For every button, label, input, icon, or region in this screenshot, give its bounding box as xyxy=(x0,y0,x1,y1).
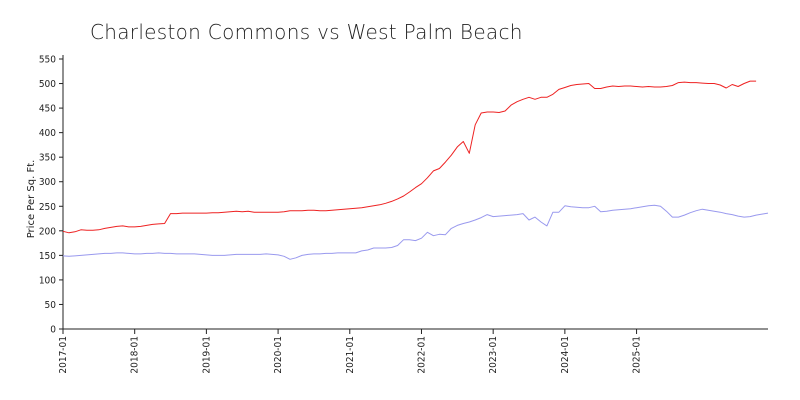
y-tick-label: 50 xyxy=(45,300,57,311)
axes: 0 50 100 150 200 250 300 350 400 450 500 550 2017-01… xyxy=(26,55,768,374)
y-tick-label: 450 xyxy=(39,104,56,115)
chart-title: Charleston Commons vs West Palm Beach xyxy=(90,20,523,44)
series-lines xyxy=(62,80,769,260)
y-tick-label: 100 xyxy=(39,275,56,286)
x-tick-label: 2018-01 xyxy=(130,336,141,374)
x-tick-label: 2024-01 xyxy=(560,336,571,374)
x-tick-label: 2020-01 xyxy=(273,336,284,374)
y-tick-label: 0 xyxy=(50,325,56,336)
y-tick-label: 300 xyxy=(39,177,56,188)
x-tick-label: 2021-01 xyxy=(345,336,356,374)
y-tick-label: 400 xyxy=(39,128,56,139)
y-tick-label: 500 xyxy=(39,79,56,90)
series-line-2 xyxy=(62,204,769,260)
x-tick-label: 2022-01 xyxy=(416,336,427,374)
y-axis-label: Price Per Sq. Ft. xyxy=(26,160,37,239)
x-tick-label: 2025-01 xyxy=(632,336,643,374)
x-tick-label: 2017-01 xyxy=(58,336,69,374)
series-line-1 xyxy=(62,80,757,234)
y-tick-label: 200 xyxy=(39,226,56,237)
y-tick-label: 550 xyxy=(39,55,56,66)
y-tick-label: 250 xyxy=(39,202,56,213)
y-tick-label: 350 xyxy=(39,153,56,164)
x-tick-label: 2019-01 xyxy=(201,336,212,374)
x-tick-label: 2023-01 xyxy=(488,336,499,374)
y-tick-label: 150 xyxy=(39,251,56,262)
